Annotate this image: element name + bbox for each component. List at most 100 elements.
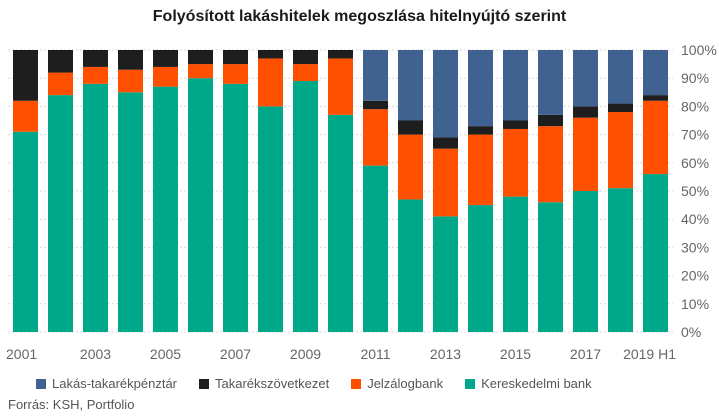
- bar-segment: [433, 137, 458, 149]
- bar-segment: [13, 50, 38, 101]
- bar-segment: [643, 174, 668, 332]
- bar-segment: [363, 165, 388, 332]
- legend-swatch: [351, 378, 362, 389]
- legend-label: Kereskedelmi bank: [481, 376, 592, 391]
- legend-swatch: [465, 378, 476, 389]
- bar-segment: [293, 64, 318, 82]
- bar-segment: [503, 50, 528, 121]
- y-tick-label: 20%: [681, 268, 709, 284]
- y-tick-label: 70%: [681, 127, 709, 143]
- bar-segment: [153, 66, 178, 87]
- bar-segment: [433, 50, 458, 138]
- bar-segment: [153, 86, 178, 332]
- x-tick-label: 2009: [290, 346, 321, 362]
- bar-segment: [538, 114, 563, 127]
- legend: Lakás-takarékpénztár Takarékszövetkezet Je…: [36, 376, 592, 391]
- bar-segment: [398, 134, 423, 200]
- bar-segment: [398, 50, 423, 121]
- y-tick-label: 40%: [681, 211, 709, 227]
- bar-segment: [468, 134, 493, 206]
- bar-segment: [363, 50, 388, 101]
- bar-segment: [223, 64, 248, 84]
- bar-segment: [83, 66, 108, 84]
- bar-segment: [258, 58, 283, 107]
- bar-segment: [643, 50, 668, 96]
- bar-segment: [153, 50, 178, 67]
- y-tick-label: 10%: [681, 296, 709, 312]
- bar-segment: [608, 103, 633, 113]
- bar-segment: [608, 112, 633, 189]
- bar-segment: [643, 95, 668, 101]
- bar-segment: [13, 131, 38, 332]
- bar-segment: [363, 100, 388, 110]
- x-tick-label: 2019 H1: [623, 346, 676, 362]
- x-tick-label: 2017: [570, 346, 601, 362]
- bar-segment: [223, 50, 248, 65]
- bar-segment: [573, 117, 598, 191]
- legend-entry: Lakás-takarékpénztár: [36, 376, 177, 391]
- bar-segment: [468, 50, 493, 127]
- bar-segment: [503, 128, 528, 197]
- bar-segment: [538, 50, 563, 115]
- bar-segment: [398, 199, 423, 332]
- legend-label: Takarékszövetkezet: [215, 376, 330, 391]
- bar-segment: [48, 72, 73, 96]
- bar-segment: [48, 50, 73, 73]
- y-tick-label: 50%: [681, 183, 709, 199]
- x-tick-label: 2001: [6, 346, 37, 362]
- legend-entry: Takarékszövetkezet: [199, 376, 329, 391]
- bar-segment: [188, 78, 213, 332]
- bar-segment: [398, 120, 423, 135]
- y-tick-label: 80%: [681, 98, 709, 114]
- bar-segment: [573, 106, 598, 118]
- bar-segment: [48, 95, 73, 333]
- x-tick-label: 2003: [80, 346, 111, 362]
- bar-segment: [328, 58, 353, 115]
- bar-segment: [573, 50, 598, 107]
- legend-entry: Jelzálogbank: [351, 376, 443, 391]
- bar-segment: [293, 81, 318, 333]
- x-tick-label: 2015: [500, 346, 531, 362]
- bar-segment: [538, 126, 563, 203]
- y-tick-label: 0%: [681, 324, 701, 340]
- bar-segment: [83, 83, 108, 332]
- bar-segment: [643, 100, 668, 175]
- bar-segment: [468, 205, 493, 332]
- x-tick-label: 2007: [220, 346, 251, 362]
- y-tick-label: 100%: [681, 42, 717, 58]
- bar-segment: [13, 100, 38, 132]
- bar-segment: [188, 64, 213, 79]
- bar-segment: [223, 83, 248, 332]
- legend-swatch: [199, 378, 210, 389]
- bar-segment: [503, 120, 528, 129]
- x-tick-label: 2005: [150, 346, 181, 362]
- bar-segment: [188, 50, 213, 65]
- bar-segment: [118, 50, 143, 70]
- bar-segment: [328, 50, 353, 59]
- bar-segment: [573, 191, 598, 332]
- legend-entry: Kereskedelmi bank: [465, 376, 592, 391]
- y-tick-label: 30%: [681, 239, 709, 255]
- bar-segment: [258, 50, 283, 59]
- y-tick-label: 60%: [681, 155, 709, 171]
- legend-label: Jelzálogbank: [367, 376, 444, 391]
- source-note: Forrás: KSH, Portfolio: [8, 397, 135, 412]
- bar-segment: [468, 126, 493, 135]
- x-tick-label: 2011: [360, 346, 390, 362]
- bar-segment: [538, 202, 563, 332]
- bar-segment: [328, 114, 353, 332]
- bar-segment: [293, 50, 318, 65]
- bar-segment: [118, 69, 143, 93]
- bar-segment: [433, 148, 458, 217]
- bar-segment: [83, 50, 108, 67]
- bar-segment: [608, 50, 633, 104]
- bar-segment: [433, 216, 458, 332]
- bar-segment: [608, 188, 633, 332]
- bar-segment: [118, 92, 143, 332]
- y-tick-label: 90%: [681, 70, 709, 86]
- bar-segment: [258, 106, 283, 333]
- x-tick-label: 2013: [430, 346, 461, 362]
- legend-label: Lakás-takarékpénztár: [52, 376, 178, 391]
